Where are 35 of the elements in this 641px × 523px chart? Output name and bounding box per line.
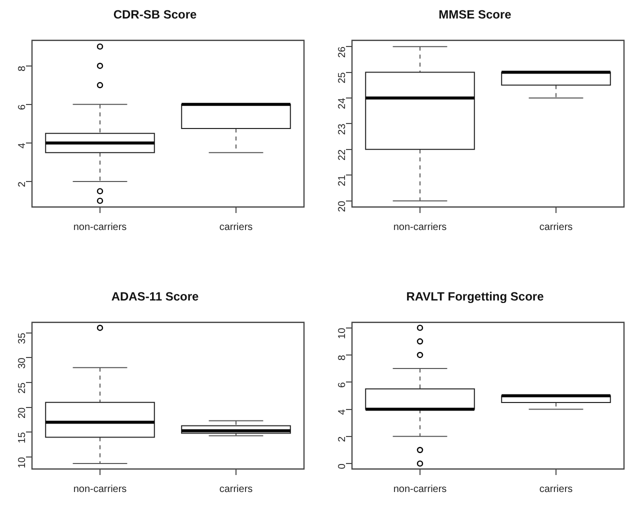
y-tick-label: 6 (16, 104, 28, 110)
y-tick-label: 4 (16, 142, 28, 149)
y-tick-label: 4 (336, 408, 348, 415)
y-tick-label: 2 (16, 181, 28, 188)
chart-title: ADAS-11 Score (111, 290, 200, 304)
y-tick-label: 20 (336, 200, 348, 212)
x-tick-label: non-carriers (73, 222, 127, 233)
x-tick-label: carriers (219, 484, 253, 495)
y-tick-label: 6 (336, 382, 348, 388)
y-tick-label: 20 (16, 406, 28, 419)
x-tick-label: non-carriers (393, 484, 447, 495)
y-tick-label: 2 (336, 436, 348, 442)
y-tick-label: 10 (336, 327, 348, 339)
y-tick-label: 26 (336, 46, 348, 58)
y-tick-label: 30 (16, 357, 28, 369)
x-tick-label: non-carriers (73, 484, 127, 495)
y-tick-label: 35 (16, 332, 28, 344)
y-tick-label: 0 (336, 463, 348, 470)
y-tick-label: 15 (16, 432, 28, 444)
y-tick-label: 8 (16, 65, 28, 72)
y-tick-label: 10 (16, 456, 28, 468)
x-tick-label: carriers (539, 484, 573, 495)
y-tick-label: 22 (336, 148, 348, 161)
y-tick-label: 25 (336, 72, 348, 84)
y-tick-label: 25 (16, 382, 28, 394)
chart-title: RAVLT Forgetting Score (406, 290, 544, 304)
x-tick-label: carriers (539, 222, 573, 233)
chart-title: MMSE Score (438, 8, 512, 22)
y-tick-label: 8 (336, 354, 348, 361)
x-tick-label: carriers (219, 222, 253, 233)
y-tick-label: 23 (336, 123, 348, 135)
y-tick-label: 24 (336, 98, 348, 110)
chart-title: CDR-SB Score (113, 8, 197, 22)
x-tick-label: non-carriers (393, 222, 447, 233)
y-tick-label: 21 (336, 174, 348, 186)
